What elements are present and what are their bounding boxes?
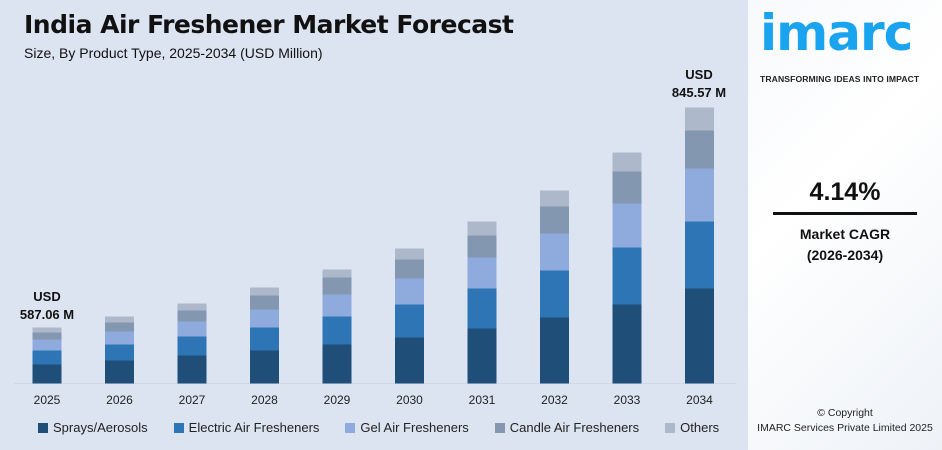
bar-segment-2033-1	[612, 247, 642, 305]
bar-segment-2027-1	[177, 336, 207, 356]
x-tick-label: 2029	[324, 393, 351, 407]
bar-segment-2034-0	[685, 288, 714, 384]
bar-segment-2025-2	[32, 339, 62, 351]
x-tick-label: 2031	[469, 393, 496, 407]
bar-segment-2030-0	[395, 337, 424, 384]
bar-segment-2029-1	[322, 316, 352, 345]
cagr-value: 4.14%	[809, 178, 881, 206]
x-tick-label: 2032	[541, 393, 568, 407]
bar-segment-2031-0	[467, 328, 497, 384]
cagr-label: Market CAGR (2026-2034)	[748, 224, 942, 266]
chart-subtitle: Size, By Product Type, 2025-2034 (USD Mi…	[24, 45, 323, 61]
bar-segment-2034-3	[685, 130, 714, 169]
copyright: © Copyright IMARC Services Private Limit…	[748, 406, 942, 436]
bar-segment-2025-0	[32, 364, 62, 384]
legend-item: Candle Air Fresheners	[494, 420, 640, 435]
bar-segment-2028-1	[250, 327, 279, 351]
x-tick-label: 2028	[251, 393, 278, 407]
bar-segment-2029-3	[322, 277, 352, 295]
bar-segment-2030-4	[395, 248, 424, 260]
legend-label: Gel Air Fresheners	[360, 420, 469, 435]
bar-segment-2028-2	[250, 309, 279, 328]
bar-segment-2028-4	[250, 287, 279, 296]
bar-segment-2026-0	[105, 360, 134, 384]
bar-segment-2034-4	[685, 107, 714, 131]
info-panel: imarc TRANSFORMING IDEAS INTO IMPACT 4.1…	[748, 0, 942, 450]
x-tick-label: 2033	[614, 393, 641, 407]
bar-segment-2026-3	[105, 322, 134, 332]
x-tick-label: 2025	[34, 393, 61, 407]
chart-title: India Air Freshener Market Forecast	[24, 10, 514, 39]
legend-label: Electric Air Fresheners	[188, 420, 320, 435]
stacked-bar-chart: 2025 2026 2027 2028 2029 2030 2031 2032 2033 2034	[14, 107, 736, 407]
bar-segment-2027-0	[177, 355, 207, 384]
bar-segment-2029-0	[322, 344, 352, 384]
bar-segment-2033-0	[612, 304, 642, 384]
bar-segment-2027-3	[177, 310, 207, 322]
bar-segment-2026-4	[105, 316, 134, 323]
bar-segment-2030-2	[395, 278, 424, 305]
annotation-2025-total: USD 587.06 M	[14, 288, 80, 324]
annotation-2034-total: USD 845.57 M	[666, 66, 732, 102]
bar-segment-2032-2	[540, 233, 569, 271]
x-tick-label: 2027	[179, 393, 206, 407]
bar-segment-2030-1	[395, 304, 424, 338]
bar-segment-2025-4	[32, 327, 62, 333]
bar-segment-2028-3	[250, 295, 279, 310]
brand-tagline: TRANSFORMING IDEAS INTO IMPACT	[760, 74, 920, 84]
bar-segment-2029-2	[322, 294, 352, 317]
bar-segment-2031-2	[467, 257, 497, 289]
legend-label: Others	[680, 420, 720, 435]
annotation-value: 587.06 M	[19, 307, 75, 322]
bar-segment-2033-4	[612, 152, 642, 172]
bar-segment-2034-1	[685, 221, 714, 289]
x-tick-label: 2030	[396, 393, 423, 407]
bar-segment-2032-1	[540, 270, 569, 318]
legend-item: Gel Air Fresheners	[345, 420, 469, 435]
legend-label: Sprays/Aerosols	[53, 420, 148, 435]
bar-segment-2027-4	[177, 303, 207, 311]
annotation-currency: USD	[685, 67, 713, 82]
legend-swatch	[345, 422, 356, 433]
legend: Sprays/Aerosols Electric Air Fresheners Ge…	[38, 420, 745, 435]
legend-swatch	[173, 422, 184, 433]
divider	[773, 212, 917, 215]
bar-segment-2026-1	[105, 344, 134, 361]
bar-segment-2032-0	[540, 317, 569, 384]
legend-item: Electric Air Fresheners	[173, 420, 320, 435]
x-tick-label: 2026	[106, 393, 133, 407]
bar-segment-2025-3	[32, 332, 62, 340]
bar-segment-2031-3	[467, 235, 497, 258]
cagr-label-line1: Market CAGR	[799, 226, 891, 242]
bar-segment-2034-2	[685, 168, 714, 222]
bar-segment-2033-3	[612, 171, 642, 204]
legend-swatch	[38, 422, 48, 433]
x-tick-label: 2034	[686, 393, 713, 407]
imarc-logo: imarc	[760, 4, 913, 62]
bar-segment-2026-2	[105, 331, 134, 345]
copyright-line1: © Copyright	[817, 407, 873, 419]
bar-segment-2025-1	[32, 350, 62, 365]
bar-segment-2030-3	[395, 259, 424, 279]
bar-segment-2033-2	[612, 203, 642, 248]
bar-segment-2031-1	[467, 288, 497, 329]
legend-item: Sprays/Aerosols	[38, 420, 148, 435]
annotation-value: 845.57 M	[671, 85, 727, 100]
legend-swatch	[494, 422, 505, 433]
bar-segment-2029-4	[322, 269, 352, 278]
bar-segment-2032-3	[540, 206, 569, 234]
legend-item: Others	[665, 420, 719, 435]
annotation-currency: USD	[33, 289, 61, 304]
legend-label: Candle Air Fresheners	[509, 420, 640, 435]
bar-segment-2027-2	[177, 321, 207, 337]
cagr-label-line2: (2026-2034)	[806, 247, 884, 263]
legend-swatch	[665, 422, 676, 433]
bar-segment-2031-4	[467, 221, 497, 236]
copyright-line2: IMARC Services Private Limited 2025	[757, 422, 933, 434]
bar-segment-2028-0	[250, 350, 279, 384]
chart-area: India Air Freshener Market Forecast Size…	[14, 10, 745, 435]
bar-segment-2032-4	[540, 190, 569, 207]
